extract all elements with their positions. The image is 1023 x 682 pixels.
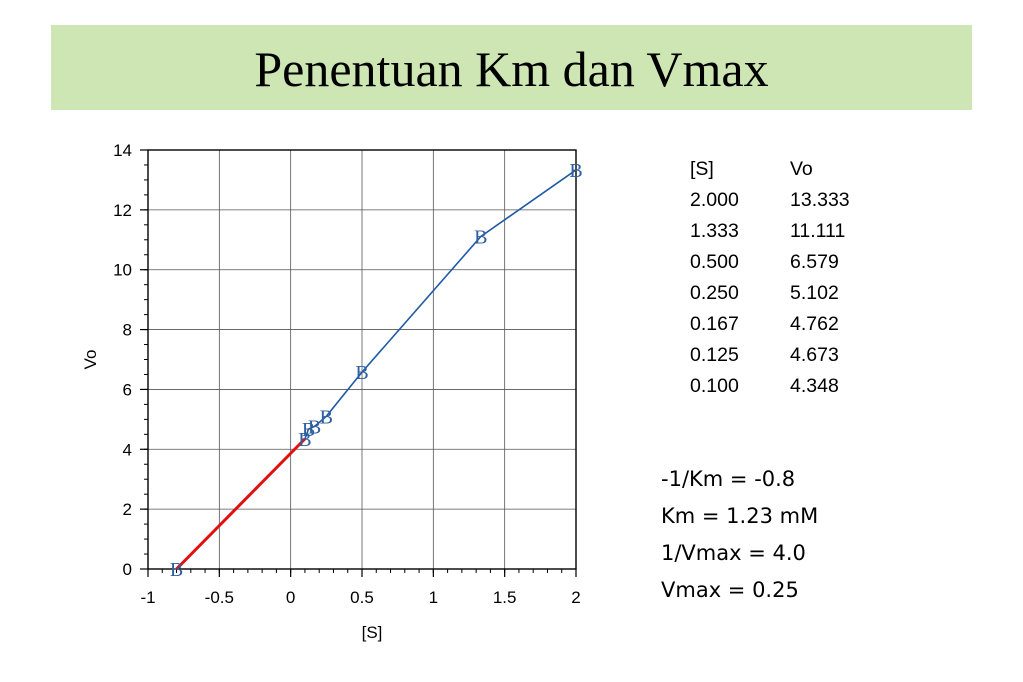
- x-axis-label: [S]: [362, 623, 383, 642]
- y-tick-label: 14: [113, 141, 132, 160]
- data-point-marker: B: [355, 362, 368, 384]
- data-point-marker: B: [298, 429, 311, 451]
- table-cell-vo: 4.673: [790, 344, 839, 366]
- calculation-line: -1/Km = -0.8: [661, 467, 796, 491]
- data-table: [S] Vo 2.000 13.333 1.333 11.111 0.500 6.579 0…: [690, 154, 890, 402]
- series-line-data: [304, 169, 577, 440]
- data-point-marker: B: [569, 160, 582, 182]
- table-cell-vo: 6.579: [790, 251, 839, 273]
- table-body: 2.000 13.333 1.333 11.111 0.500 6.579 0.250 5.1…: [690, 185, 890, 402]
- table-cell-vo: 13.333: [790, 189, 850, 211]
- table-row: 2.000 13.333: [690, 185, 890, 216]
- data-point-marker: B: [302, 419, 315, 441]
- calculation-line: Km = 1.23 mM: [661, 504, 819, 528]
- y-tick-label: 10: [113, 261, 132, 280]
- x-tick-label: 0.5: [350, 588, 374, 607]
- table-cell-s: 0.167: [690, 313, 739, 335]
- y-tick-label: 6: [123, 380, 132, 399]
- table-cell-s: 0.100: [690, 375, 739, 397]
- table-cell-vo: 4.348: [790, 375, 839, 397]
- table-cell-vo: 11.111: [790, 220, 846, 242]
- table-row: 0.125 4.673: [690, 340, 890, 371]
- data-point-marker: B: [308, 416, 321, 438]
- table-cell-s: 0.500: [690, 251, 739, 273]
- table-row: 0.100 4.348: [690, 371, 890, 402]
- calculation-line: Vmax = 0.25: [661, 578, 799, 602]
- calculation-line: 1/Vmax = 4.0: [661, 541, 806, 565]
- y-tick-label: 4: [123, 440, 132, 459]
- y-tick-label: 2: [123, 500, 132, 519]
- x-tick-label: 1: [429, 588, 438, 607]
- table-cell-s: 2.000: [690, 189, 739, 211]
- table-cell-s: 0.250: [690, 282, 739, 304]
- table-row: 0.167 4.762: [690, 309, 890, 340]
- x-tick-label: -1: [140, 588, 155, 607]
- table-header-s: [S]: [690, 158, 714, 180]
- table-cell-s: 0.125: [690, 344, 739, 366]
- table-cell-vo: 4.762: [790, 313, 839, 335]
- x-tick-label: 0: [286, 588, 295, 607]
- table-row: 0.250 5.102: [690, 278, 890, 309]
- slide-title: Penentuan Km dan Vmax: [254, 41, 769, 97]
- table-row: 0.500 6.579: [690, 247, 890, 278]
- x-tick-label: 1.5: [493, 588, 517, 607]
- y-tick-label: 12: [113, 201, 132, 220]
- calculation-notes: -1/Km = -0.8 Km = 1.23 mM 1/Vmax = 4.0 Vmax…: [661, 461, 818, 609]
- data-point-marker: B: [320, 406, 333, 428]
- data-point-marker: B: [170, 559, 183, 581]
- y-tick-label: 0: [123, 560, 132, 579]
- x-tick-label: 2: [571, 588, 580, 607]
- data-point-marker: B: [474, 226, 487, 248]
- series-line-extrapolation: [175, 437, 307, 571]
- table-header-vo: Vo: [790, 158, 813, 180]
- table-header-row: [S] Vo: [690, 154, 890, 185]
- y-tick-label: 8: [123, 321, 132, 340]
- title-banner: Penentuan Km dan Vmax: [51, 25, 972, 110]
- table-cell-vo: 5.102: [790, 282, 839, 304]
- table-cell-s: 1.333: [690, 220, 739, 242]
- table-row: 1.333 11.111: [690, 216, 890, 247]
- x-tick-label: -0.5: [205, 588, 234, 607]
- y-axis-label: Vo: [81, 350, 100, 370]
